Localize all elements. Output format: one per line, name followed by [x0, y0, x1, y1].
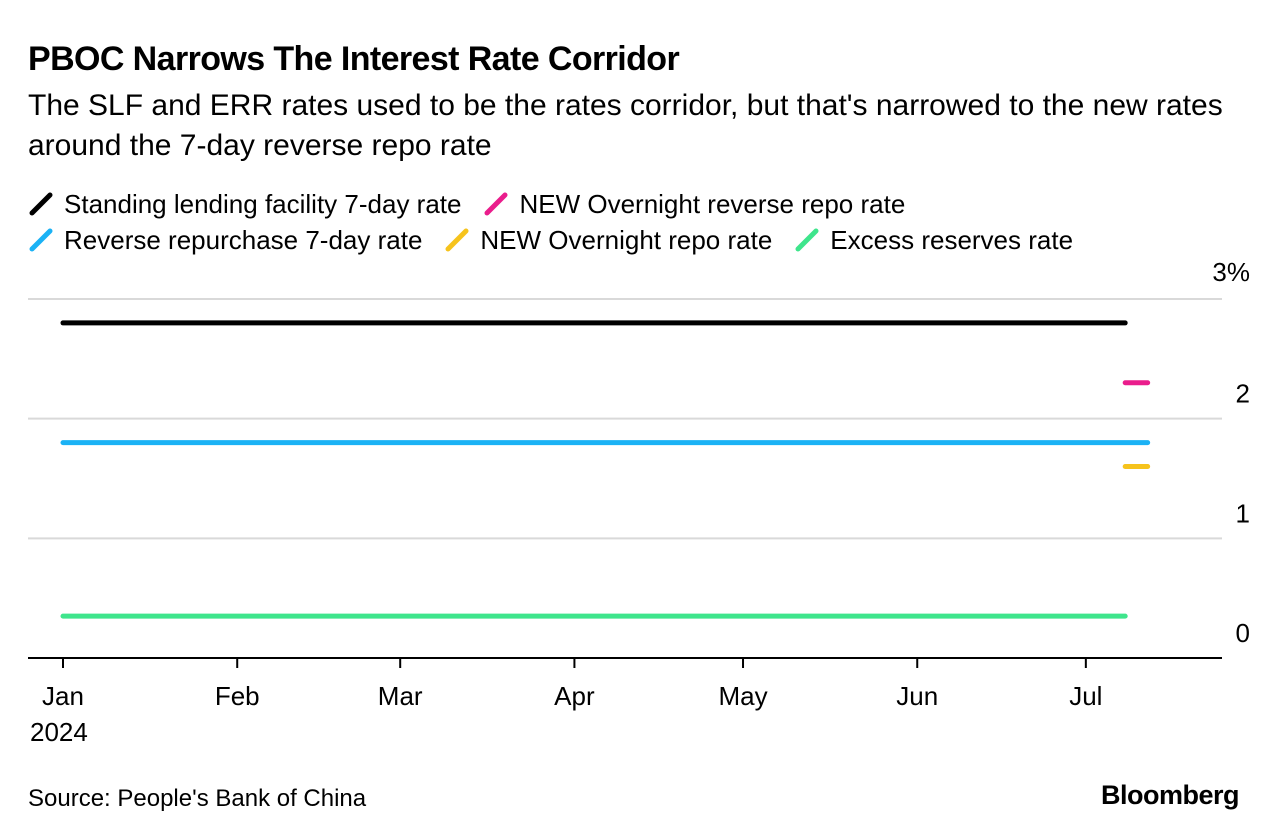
- legend-item: NEW Overnight repo rate: [444, 225, 772, 256]
- legend-label: NEW Overnight repo rate: [480, 224, 773, 255]
- legend-swatch-icon: [29, 192, 53, 216]
- x-tick-label: Apr: [554, 681, 595, 711]
- y-tick-label: 3%: [1212, 257, 1250, 287]
- legend-label: NEW Overnight reverse repo rate: [519, 188, 906, 219]
- x-tick-label: May: [718, 681, 767, 711]
- x-tick-sublabel: 2024: [30, 717, 88, 747]
- legend-item: Standing lending facility 7-day rate: [28, 189, 461, 220]
- legend-label: Excess reserves rate: [830, 224, 1074, 255]
- y-axis-labels: 0 1 2 3%: [1212, 257, 1250, 648]
- x-tick-label: Mar: [378, 681, 423, 711]
- legend: Standing lending facility 7-day rate NEW …: [28, 186, 1248, 258]
- line-chart: 0 1 2 3% Jan 2024 Feb Mar Apr May Jun Jul: [28, 257, 1250, 747]
- legend-item: Excess reserves rate: [794, 225, 1073, 256]
- legend-row: Standing lending facility 7-day rate NEW …: [28, 186, 1248, 222]
- x-axis: Jan 2024 Feb Mar Apr May Jun Jul: [28, 657, 1222, 747]
- chart-subtitle: The SLF and ERR rates used to be the rat…: [28, 89, 1223, 162]
- legend-swatch-icon: [445, 228, 469, 252]
- x-tick-label: Jul: [1069, 681, 1102, 711]
- y-tick-label: 2: [1236, 379, 1250, 409]
- series-lines: [60, 320, 1151, 619]
- legend-label: Standing lending facility 7-day rate: [64, 188, 462, 219]
- y-tick-label: 1: [1236, 498, 1250, 528]
- gridlines: [28, 298, 1222, 540]
- x-tick-label: Jun: [896, 681, 938, 711]
- y-tick-label: 0: [1236, 618, 1250, 648]
- legend-swatch-icon: [795, 228, 819, 252]
- legend-label: Reverse repurchase 7-day rate: [64, 224, 423, 255]
- chart-title: PBOC Narrows The Interest Rate Corridor: [28, 40, 680, 78]
- bloomberg-logo: Bloomberg: [1100, 780, 1240, 810]
- legend-swatch-icon: [29, 228, 53, 252]
- legend-item: NEW Overnight reverse repo rate: [483, 189, 905, 220]
- x-tick-label: Feb: [215, 681, 260, 711]
- legend-row: Reverse repurchase 7-day rate NEW Overnig…: [28, 222, 1248, 258]
- legend-item: Reverse repurchase 7-day rate: [28, 225, 422, 256]
- x-tick-label: Jan: [42, 681, 84, 711]
- source-note: Source: People's Bank of China: [28, 785, 367, 812]
- legend-swatch-icon: [484, 192, 508, 216]
